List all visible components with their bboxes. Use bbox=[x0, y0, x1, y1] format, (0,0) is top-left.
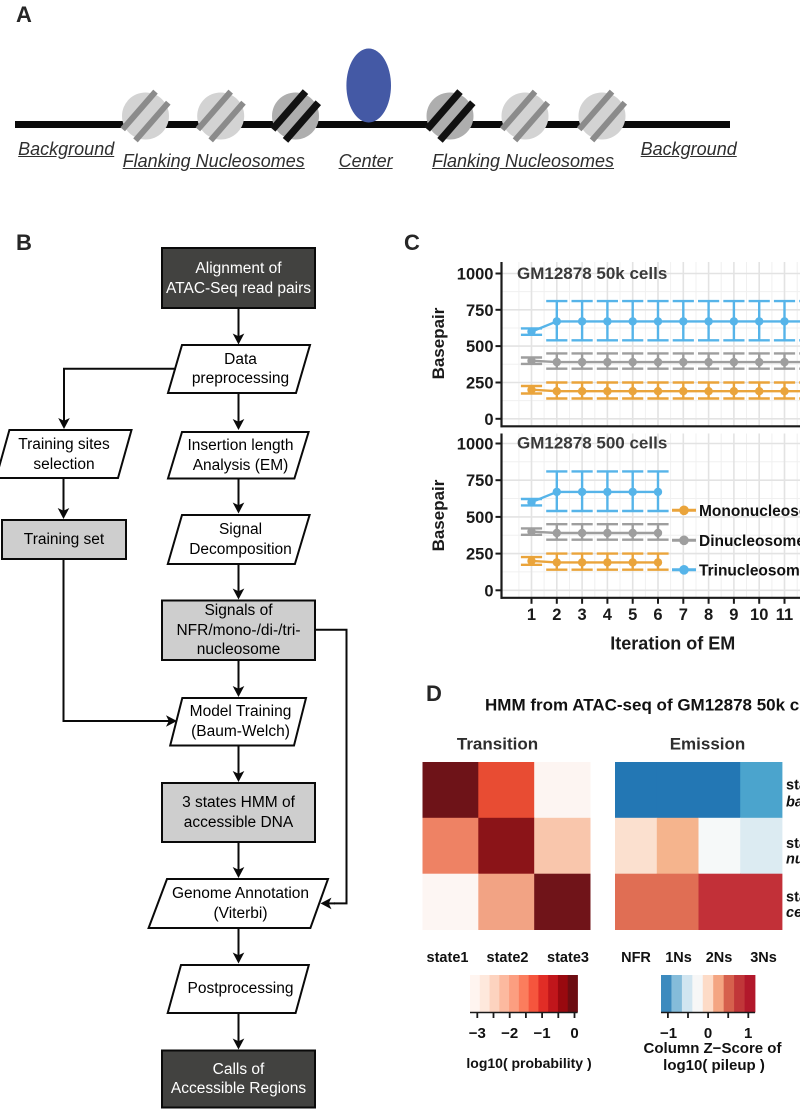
svg-text:10: 10 bbox=[750, 606, 768, 624]
svg-text:state2: state2 bbox=[786, 836, 800, 852]
svg-text:NFR: NFR bbox=[621, 950, 651, 966]
svg-text:−2: −2 bbox=[501, 1025, 518, 1042]
svg-text:Basepair: Basepair bbox=[429, 307, 448, 379]
svg-text:3Ns: 3Ns bbox=[750, 950, 777, 966]
svg-text:11: 11 bbox=[776, 606, 793, 624]
svg-text:1000: 1000 bbox=[457, 266, 494, 284]
svg-text:6: 6 bbox=[653, 606, 662, 624]
svg-text:3: 3 bbox=[578, 606, 587, 624]
svg-text:9: 9 bbox=[729, 606, 738, 624]
svg-text:1: 1 bbox=[527, 606, 536, 624]
svg-text:5: 5 bbox=[628, 606, 637, 624]
svg-text:2: 2 bbox=[552, 606, 561, 624]
svg-text:500: 500 bbox=[466, 509, 494, 527]
svg-text:1000: 1000 bbox=[457, 436, 494, 454]
svg-text:Transition: Transition bbox=[457, 735, 538, 754]
svg-text:GM12878 500 cells: GM12878 500 cells bbox=[517, 433, 667, 452]
svg-text:GM12878 50k cells: GM12878 50k cells bbox=[517, 264, 667, 283]
svg-text:Mononucleosome: Mononucleosome bbox=[699, 503, 800, 520]
svg-text:Iteration of EM: Iteration of EM bbox=[610, 634, 735, 654]
svg-text:0: 0 bbox=[484, 582, 493, 600]
svg-text:HMM from ATAC-seq of GM12878 5: HMM from ATAC-seq of GM12878 50k cells bbox=[485, 696, 800, 715]
svg-text:4: 4 bbox=[603, 606, 613, 624]
svg-text:log10( probability ): log10( probability ) bbox=[466, 1055, 591, 1071]
svg-text:1: 1 bbox=[744, 1025, 752, 1042]
svg-text:0: 0 bbox=[704, 1025, 712, 1042]
svg-text:center: center bbox=[786, 905, 800, 921]
svg-text:−1: −1 bbox=[660, 1025, 677, 1042]
svg-text:−1: −1 bbox=[534, 1025, 551, 1042]
svg-text:background: background bbox=[786, 794, 800, 810]
svg-text:Emission: Emission bbox=[670, 735, 746, 754]
svg-text:750: 750 bbox=[466, 302, 494, 320]
svg-text:250: 250 bbox=[466, 546, 494, 564]
svg-text:Basepair: Basepair bbox=[429, 479, 448, 551]
svg-text:nucleosomal: nucleosomal bbox=[786, 851, 800, 867]
svg-text:1Ns: 1Ns bbox=[665, 950, 692, 966]
svg-text:Dinucleosome: Dinucleosome bbox=[699, 533, 800, 550]
svg-text:7: 7 bbox=[679, 606, 688, 624]
svg-text:2Ns: 2Ns bbox=[706, 950, 733, 966]
svg-text:−3: −3 bbox=[469, 1025, 486, 1042]
svg-text:8: 8 bbox=[704, 606, 713, 624]
svg-text:Column Z−Score of: Column Z−Score of bbox=[644, 1040, 783, 1057]
svg-text:500: 500 bbox=[466, 338, 494, 356]
svg-text:250: 250 bbox=[466, 375, 494, 393]
svg-text:0: 0 bbox=[570, 1025, 578, 1042]
svg-text:Trinucleosome: Trinucleosome bbox=[699, 562, 800, 579]
svg-text:state2: state2 bbox=[487, 950, 529, 966]
svg-text:state3: state3 bbox=[547, 950, 589, 966]
svg-text:0: 0 bbox=[484, 411, 493, 429]
svg-text:750: 750 bbox=[466, 472, 494, 490]
svg-text:state1: state1 bbox=[786, 778, 800, 794]
svg-text:log10( pileup ): log10( pileup ) bbox=[663, 1057, 765, 1074]
svg-text:state3: state3 bbox=[786, 889, 800, 905]
svg-text:state1: state1 bbox=[427, 950, 469, 966]
